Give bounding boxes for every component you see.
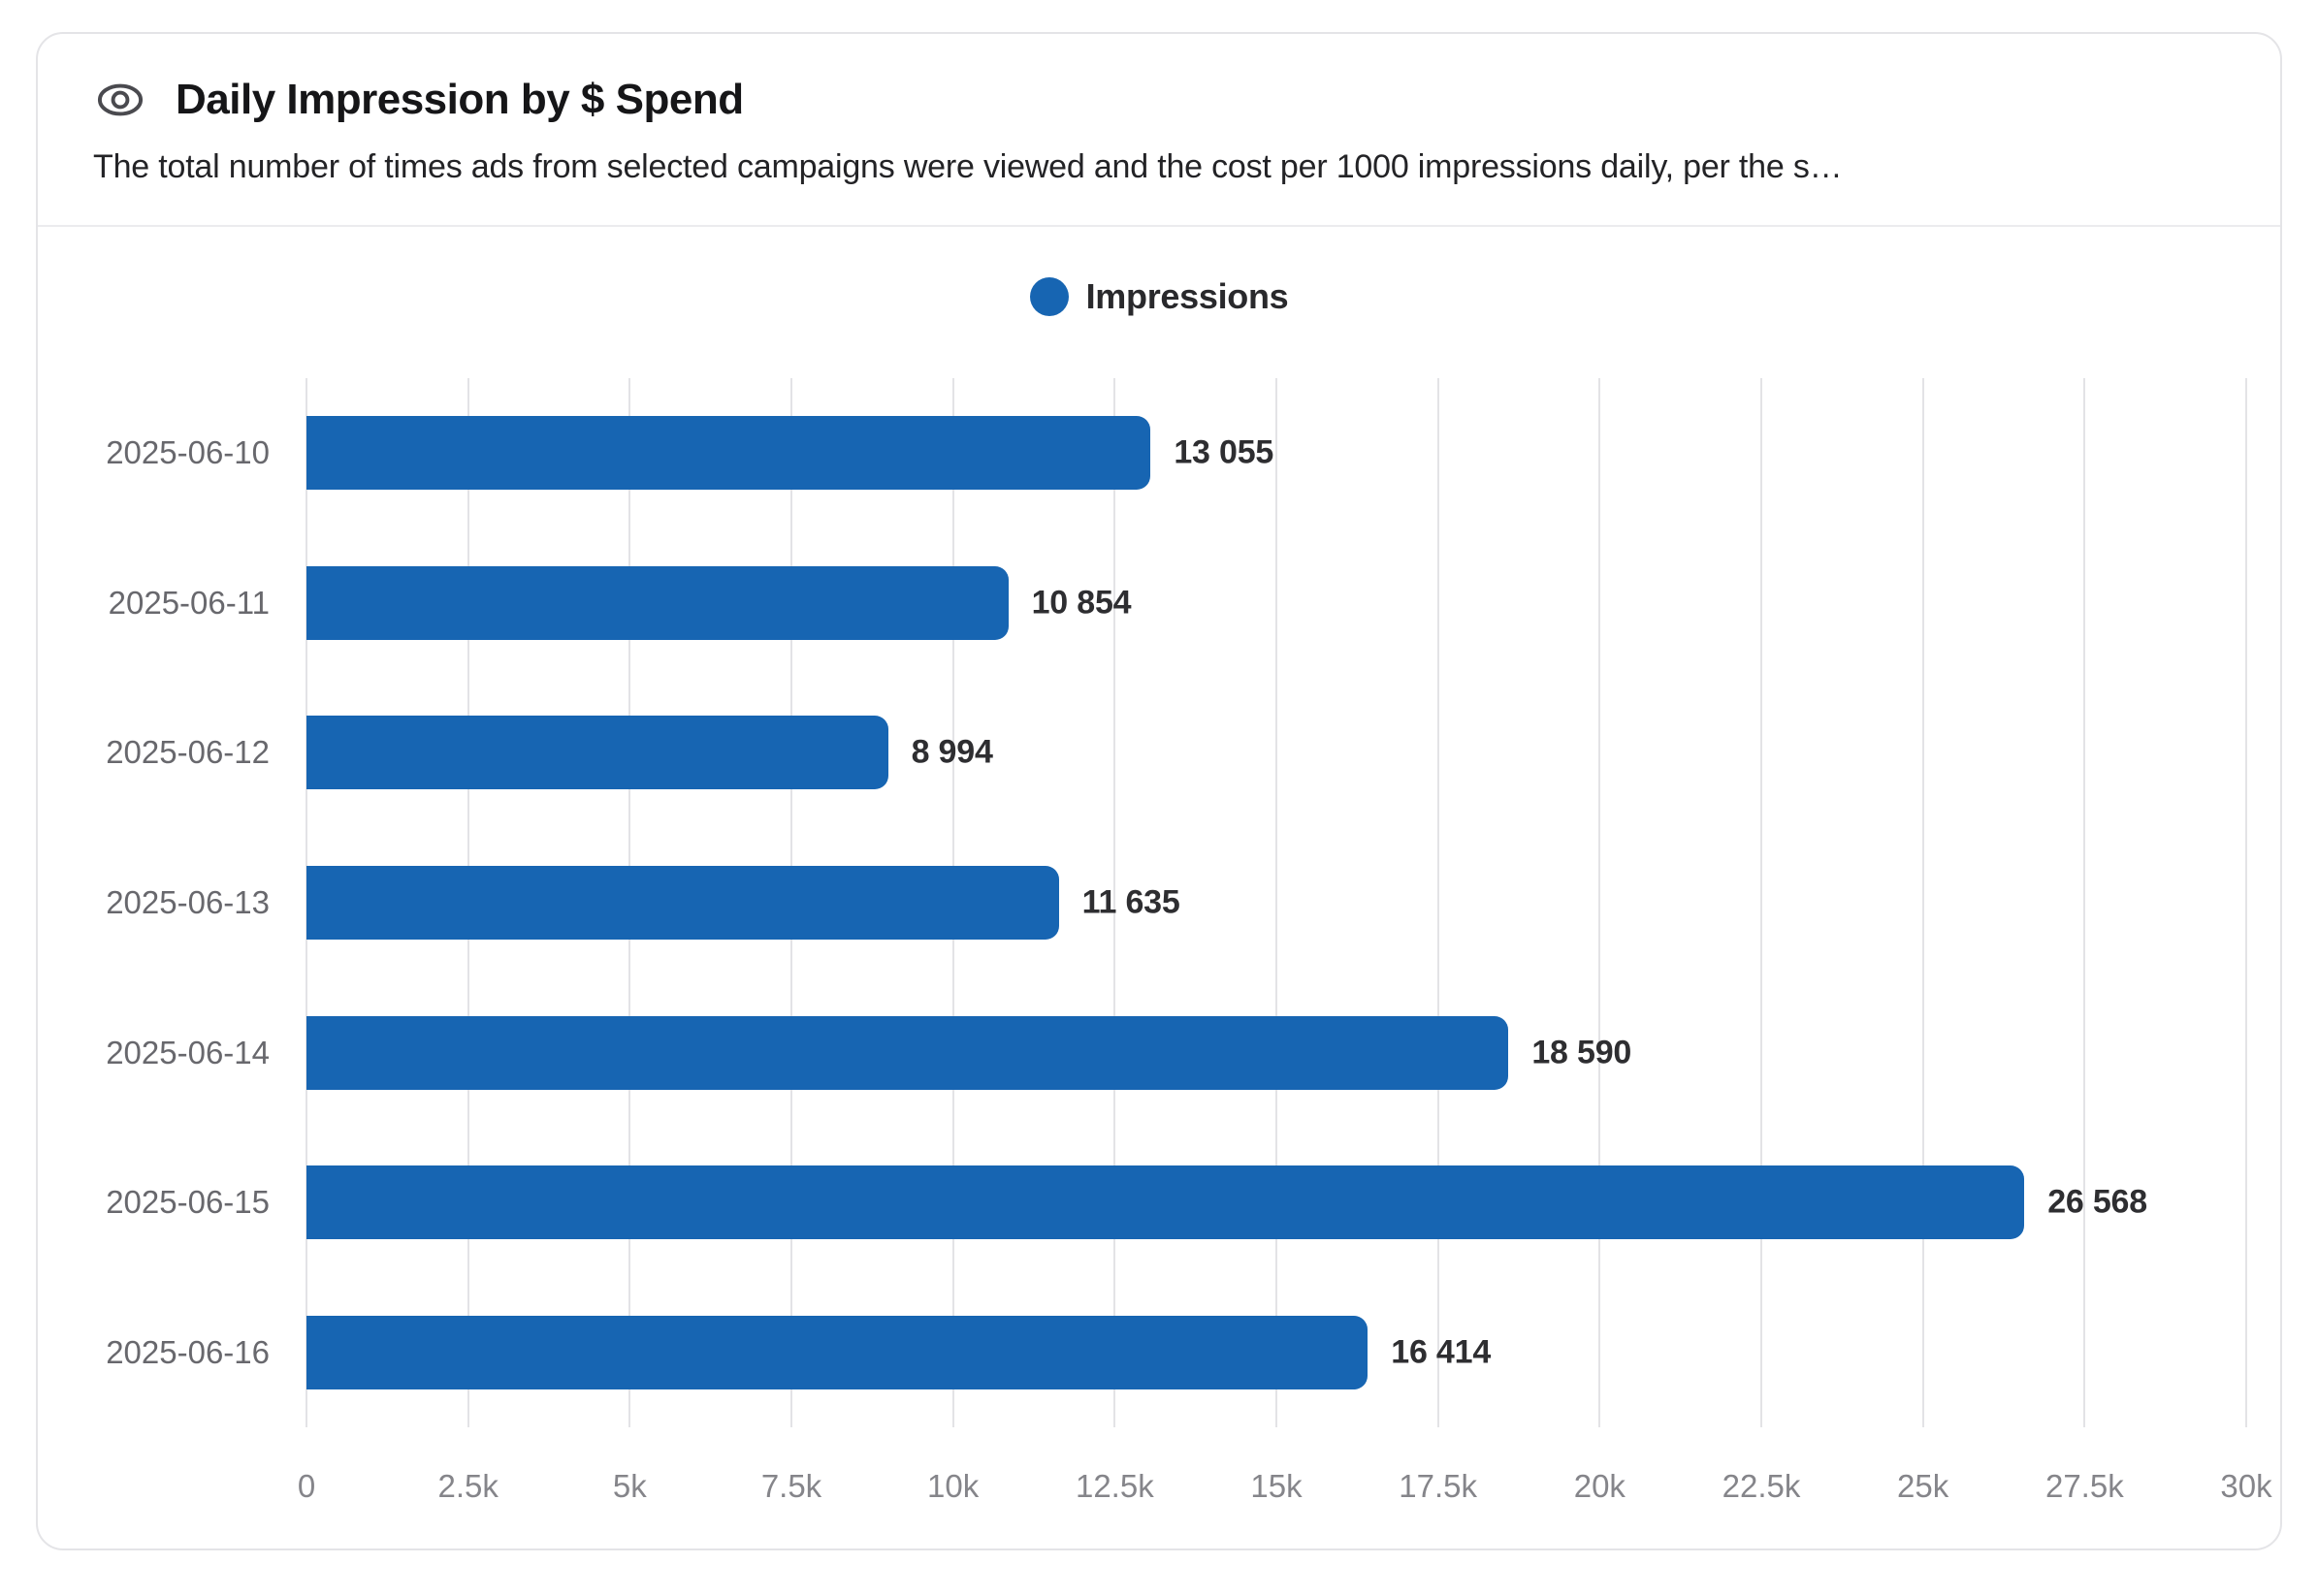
x-tick-label: 12.5k [1075, 1468, 1154, 1504]
legend: Impressions [38, 276, 2280, 317]
legend-item-impressions[interactable]: Impressions [1029, 276, 1289, 317]
x-tick-label: 2.5k [437, 1468, 499, 1504]
value-label: 18 590 [1531, 1034, 1632, 1071]
legend-label: Impressions [1085, 276, 1289, 316]
x-tick-label: 15k [1250, 1468, 1303, 1504]
bar-row: 11 635 [306, 828, 2246, 978]
impressions-bar[interactable] [306, 1315, 1368, 1389]
page-title: Daily Impression by $ Spend [176, 76, 744, 123]
bar-row: 18 590 [306, 977, 2246, 1128]
gridline [1760, 378, 1762, 1427]
impressions-bar[interactable] [306, 416, 1151, 491]
category-label: 2025-06-10 [106, 434, 270, 471]
x-tick-label: 25k [1897, 1468, 1949, 1504]
bar-row: 8 994 [306, 678, 2246, 828]
impressions-bar[interactable] [306, 865, 1059, 940]
x-axis: 0 2.5k 5k 7.5k 10k 12.5k 15k 17.5k 20k 22.5k 25k 27… [298, 1468, 2272, 1509]
x-tick-label: 27.5k [2044, 1468, 2124, 1504]
category-label: 2025-06-12 [106, 734, 270, 771]
header-divider [38, 225, 2280, 227]
gridline [1113, 378, 1116, 1427]
category-label: 2025-06-14 [106, 1034, 270, 1070]
impressions-bar[interactable] [306, 1015, 1509, 1090]
bar-rows: 13 055 10 854 8 994 11 635 18 590 26 568 16 41… [306, 378, 2246, 1427]
x-tick-label: 22.5k [1722, 1468, 1801, 1504]
impressions-bar[interactable] [306, 716, 888, 790]
bar-row: 13 055 [306, 378, 2246, 528]
impressions-bar[interactable] [306, 565, 1009, 640]
gridline [2245, 378, 2247, 1427]
value-label: 10 854 [1031, 584, 1132, 622]
x-tick-label: 7.5k [760, 1468, 822, 1504]
x-tick-label: 0 [297, 1468, 316, 1504]
value-label: 8 994 [911, 733, 993, 771]
card-header: Daily Impression by $ Spend [96, 73, 744, 127]
x-tick-label: 20k [1573, 1468, 1626, 1504]
x-tick-label: 30k [2220, 1468, 2272, 1504]
value-label: 26 568 [2047, 1183, 2147, 1221]
gridline [1436, 378, 1439, 1427]
bar-row: 26 568 [306, 1128, 2246, 1278]
category-label: 2025-06-13 [106, 883, 270, 920]
y-axis-labels: 2025-06-10 2025-06-11 2025-06-12 2025-06-13… [38, 378, 270, 1427]
legend-color-dot [1029, 277, 1069, 316]
value-label: 13 055 [1174, 433, 1274, 471]
eye-icon [97, 83, 144, 116]
bar-row: 16 414 [306, 1277, 2246, 1427]
bar-row: 10 854 [306, 528, 2246, 679]
category-label: 2025-06-16 [106, 1333, 270, 1370]
value-label: 16 414 [1391, 1333, 1492, 1371]
impressions-bar[interactable] [306, 1165, 2025, 1240]
x-tick-label: 5k [612, 1468, 647, 1504]
category-label: 2025-06-15 [106, 1184, 270, 1221]
value-label: 11 635 [1081, 883, 1180, 921]
gridline [1598, 378, 1601, 1427]
x-tick-label: 10k [927, 1468, 980, 1504]
plot-area: 13 055 10 854 8 994 11 635 18 590 26 568 16 41… [306, 378, 2247, 1427]
chart-card: Daily Impression by $ Spend The total nu… [36, 32, 2282, 1550]
category-label: 2025-06-11 [108, 584, 270, 621]
gridline [1275, 378, 1277, 1427]
x-tick-label: 17.5k [1399, 1468, 1478, 1504]
chart-subtitle: The total number of times ads from selec… [93, 148, 1843, 185]
gridline [1921, 378, 1924, 1427]
gridline [2083, 378, 2086, 1427]
